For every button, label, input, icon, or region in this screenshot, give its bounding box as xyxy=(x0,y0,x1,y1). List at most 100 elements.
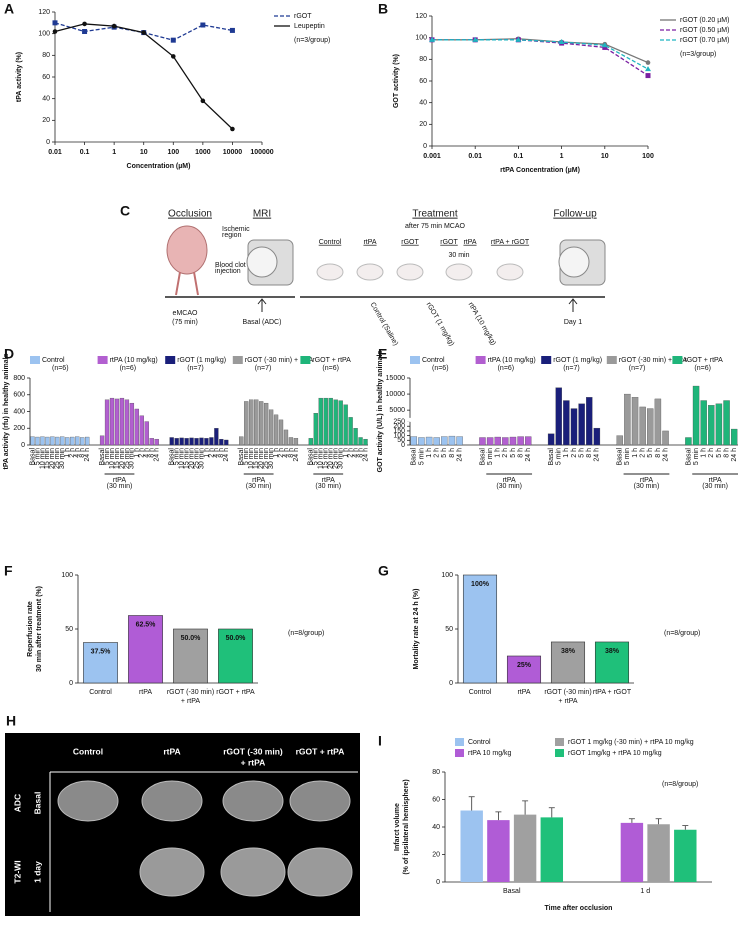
x-tick-label: rGOT (-30 min) xyxy=(544,689,591,696)
y-tick-label: 20 xyxy=(42,117,50,124)
x-tick-label: 1 xyxy=(112,149,116,156)
x-tick-label: 24 h xyxy=(456,448,463,462)
x-tick-label: 1 xyxy=(560,153,564,160)
x-tick-label: 30 min xyxy=(129,448,136,469)
y-tick-label: 40 xyxy=(419,100,427,107)
value-label: 38% xyxy=(605,648,620,655)
marker xyxy=(111,23,117,29)
x-tick-label: 2 h xyxy=(708,448,715,458)
bar xyxy=(624,393,631,446)
bar xyxy=(144,421,149,446)
marker xyxy=(645,73,651,79)
y-tick-label: 250 xyxy=(393,418,405,425)
row-label: 1 day xyxy=(32,861,42,883)
annotation: (30 min) xyxy=(315,483,341,490)
x-axis-label: Concentration (µM) xyxy=(127,163,191,170)
column-label: Control xyxy=(73,746,103,756)
marker xyxy=(601,42,608,48)
marker xyxy=(645,66,651,72)
x-tick-label: 10 min xyxy=(109,448,116,469)
x-tick-label: 15 min xyxy=(253,448,260,469)
bar xyxy=(139,415,144,446)
x-tick-label: 0.1 xyxy=(514,153,524,160)
bar xyxy=(343,404,348,446)
bar xyxy=(502,437,509,446)
x-tick-label: 2 h xyxy=(639,448,646,458)
x-tick-label: Basal xyxy=(548,448,555,466)
value-label: 62.5% xyxy=(136,621,157,628)
bar xyxy=(662,430,669,446)
legend-swatch xyxy=(606,356,617,364)
annotation: rtPA xyxy=(113,477,126,484)
bar xyxy=(333,399,338,446)
y-tick-label: 40 xyxy=(432,824,440,831)
bar xyxy=(308,438,313,446)
panel-label: A xyxy=(4,1,14,17)
x-tick-label: 10 xyxy=(601,153,609,160)
x-tick-label: 1 h xyxy=(495,448,502,458)
bar xyxy=(578,403,585,446)
column-label: rGOT (-30 min) xyxy=(223,746,283,756)
bar xyxy=(363,438,368,446)
x-tick-label: 8 h xyxy=(218,448,225,458)
x-tick-label: 1 h xyxy=(563,448,570,458)
x-tick-label: 5 h xyxy=(510,448,517,458)
group-label: rtPA xyxy=(363,239,376,246)
x-tick-label: 25 min xyxy=(263,448,270,469)
brain-icon xyxy=(166,225,208,275)
bar xyxy=(268,409,274,446)
series-line xyxy=(432,39,649,77)
x-tick-label: Control xyxy=(469,689,492,696)
x-tick-label: 2 h xyxy=(208,448,215,458)
marker xyxy=(82,21,87,27)
error-bar xyxy=(682,825,689,830)
panel-c: C Occlusion Ischemic region Blood clot i… xyxy=(120,203,606,347)
x-tick-label: 4 h xyxy=(74,448,81,458)
x-tick-label: 100 xyxy=(642,153,654,160)
x-tick-label: rGOT (-30 min) xyxy=(167,689,214,696)
x-tick-label: 10 min xyxy=(248,448,255,469)
annotation: (n=3/group) xyxy=(294,37,330,44)
bar xyxy=(318,397,323,446)
value-label: 25% xyxy=(517,662,532,669)
x-tick-label: 5 min xyxy=(556,448,563,465)
error-bar xyxy=(548,807,555,818)
x-tick-label: 24 h xyxy=(362,448,369,462)
bar xyxy=(631,397,639,446)
y-axis-label: GOT activity (U/L) in healthy animals xyxy=(377,351,384,473)
x-tick-label: 8 h xyxy=(586,448,593,458)
bar xyxy=(313,413,318,446)
column-label: rtPA xyxy=(163,746,180,756)
x-tick-label: 2 h xyxy=(434,448,441,458)
legend-label: rGOT (0.70 µM) xyxy=(680,37,729,44)
y-tick-label: 0 xyxy=(449,680,453,687)
bar xyxy=(114,398,120,446)
legend-swatch xyxy=(555,749,564,757)
bar xyxy=(288,437,294,446)
x-tick-label: 2 h xyxy=(69,448,76,458)
bar xyxy=(494,436,501,446)
bar xyxy=(418,437,425,446)
legend-swatch xyxy=(300,356,311,364)
bar xyxy=(249,399,254,446)
stage-title: Follow-up xyxy=(553,209,597,220)
legend-note: (n=6) xyxy=(498,365,515,372)
x-tick-label: 20 min xyxy=(328,448,335,469)
bar xyxy=(487,820,510,882)
x-tick-label: 20 min xyxy=(258,448,265,469)
x-tick-label: 4 h xyxy=(283,448,290,458)
bar xyxy=(550,641,586,684)
y-axis-label: Mortality rate at 24 h (%) xyxy=(413,589,420,670)
panel-label: I xyxy=(378,733,382,749)
x-tick-label: 24 h xyxy=(154,448,161,462)
y-tick-label: 400 xyxy=(13,408,25,415)
x-tick-label: 1 h xyxy=(203,448,210,458)
error-bar xyxy=(522,800,529,815)
bar xyxy=(104,399,110,446)
marker xyxy=(52,20,58,26)
y-axis-label: 30 min after treatment (%) xyxy=(36,586,43,672)
error-bar xyxy=(495,811,502,821)
x-tick-label: 25 min xyxy=(333,448,340,469)
x-tick-label: 100 xyxy=(167,149,179,156)
bar xyxy=(700,400,707,446)
